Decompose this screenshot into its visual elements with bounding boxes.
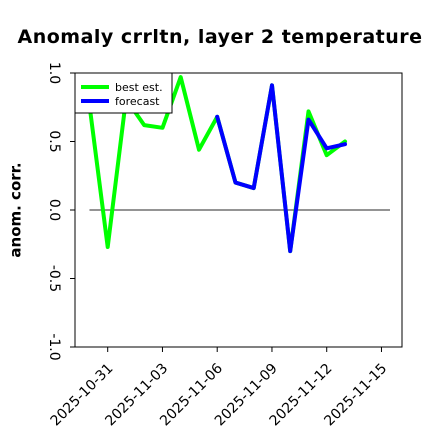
legend-entry-label: forecast bbox=[115, 95, 160, 108]
y-tick-label: 0.5 bbox=[46, 130, 62, 152]
y-tick-label: 0.0 bbox=[46, 199, 62, 221]
y-tick-label: -0.5 bbox=[46, 265, 62, 292]
legend-box bbox=[74, 72, 173, 114]
y-axis-label: anom. corr. bbox=[7, 162, 25, 257]
legend-entry-label: best est. bbox=[115, 81, 163, 94]
y-tick-label: 1.0 bbox=[46, 62, 62, 84]
series-line-forecast bbox=[215, 83, 347, 254]
chart-title: Anomaly crrltn, layer 2 temperature bbox=[17, 26, 423, 48]
y-tick-label: -1.0 bbox=[46, 333, 62, 360]
